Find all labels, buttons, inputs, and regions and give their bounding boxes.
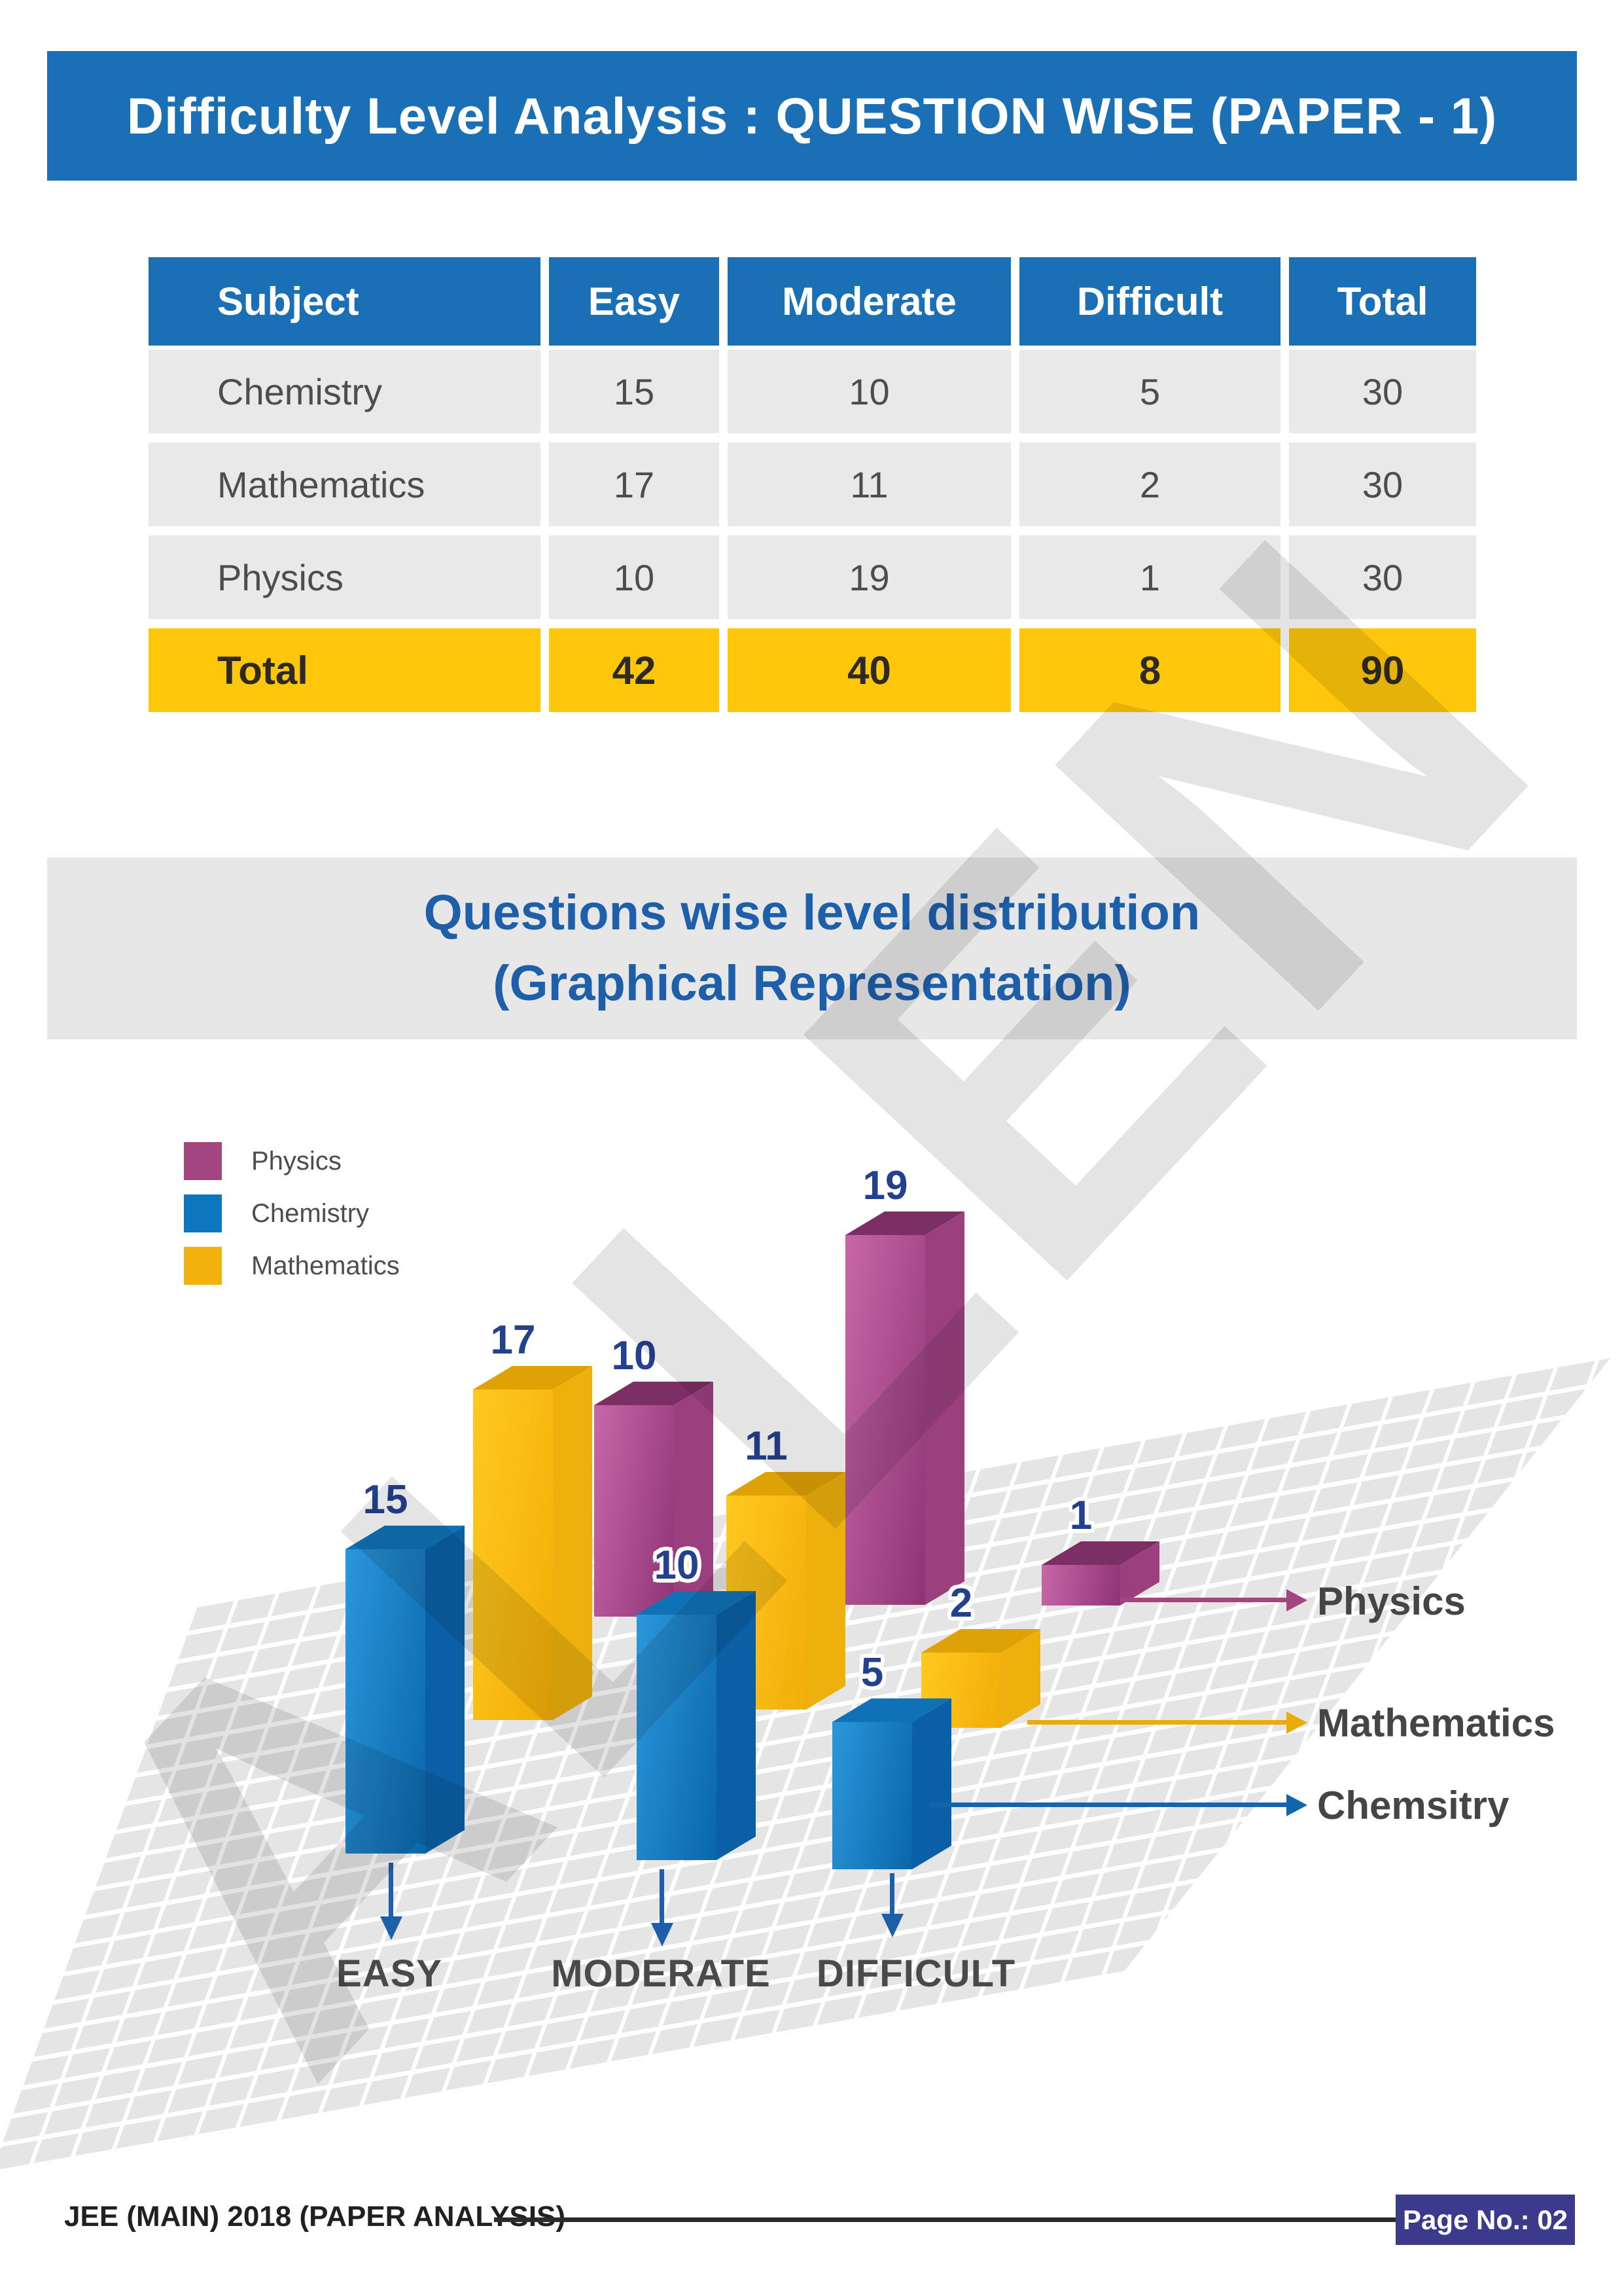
down-arrow-icon	[380, 1863, 402, 1940]
section-title-line1: Questions wise level distribution	[423, 885, 1201, 941]
cell-subject: Physics	[149, 535, 540, 619]
col-header-total: Total	[1289, 257, 1476, 346]
difficulty-table: Subject Easy Moderate Difficult Total Ch…	[149, 257, 1477, 721]
bar-chemistry-moderate: 10	[637, 1543, 756, 1860]
mathematics-swatch-icon	[184, 1247, 222, 1285]
table-row: Mathematics 17 11 2 30	[149, 442, 1477, 526]
bar-side-face	[553, 1365, 592, 1720]
bar-side-face	[716, 1590, 756, 1860]
legend-label: Chemistry	[251, 1198, 370, 1228]
bar-physics-easy: 10	[594, 1333, 713, 1617]
col-header-easy: Easy	[549, 257, 719, 346]
legend-item-physics: Physics	[184, 1142, 400, 1180]
bar-value-label: 1	[1069, 1493, 1093, 1538]
right-arrowhead-icon	[1286, 1793, 1307, 1816]
right-arrowhead-icon	[1286, 1588, 1307, 1611]
page-number-text: Page No.: 02	[1402, 2204, 1568, 2235]
footer-divider	[494, 2217, 1400, 2222]
cell-total-moderate: 40	[728, 628, 1011, 712]
down-arrow-icon	[881, 1873, 904, 1937]
bar-value-label: 19	[862, 1163, 908, 1208]
cell-difficult: 5	[1019, 350, 1280, 433]
down-arrowhead-icon	[380, 1916, 402, 1940]
bar-value-label: 2	[949, 1581, 973, 1626]
cell-subject: Mathematics	[149, 442, 540, 526]
bar-value-label: 10	[654, 1543, 699, 1588]
col-header-moderate: Moderate	[728, 257, 1011, 346]
bar-side-face	[806, 1471, 845, 1710]
cell-total-difficult: 8	[1019, 628, 1280, 712]
table-row: Physics 10 19 1 30	[149, 535, 1477, 619]
cell-subject: Chemistry	[149, 350, 540, 433]
cell-total: 30	[1289, 535, 1476, 619]
cell-difficult: 1	[1019, 535, 1280, 619]
bar-side-face	[425, 1525, 465, 1854]
bar-mathematics-easy: 17	[473, 1318, 592, 1720]
right-arrow-icon	[1027, 1711, 1307, 1734]
category-label-moderate: MODERATE	[551, 1952, 771, 1995]
page-title: Difficulty Level Analysis : QUESTION WIS…	[126, 86, 1498, 145]
row-label-mathematics: Mathematics	[1317, 1701, 1555, 1745]
bar-value-label: 17	[490, 1318, 536, 1363]
bar-value-label: 15	[362, 1477, 408, 1522]
bar-value-label: 5	[860, 1650, 884, 1695]
cell-moderate: 19	[728, 535, 1011, 619]
section-banner: Questions wise level distribution (Graph…	[47, 857, 1577, 1039]
legend-label: Physics	[251, 1146, 342, 1175]
cell-moderate: 11	[728, 442, 1011, 526]
cell-easy: 10	[549, 535, 719, 619]
footer-title: JEE (MAIN) 2018 (PAPER ANALYSIS)	[64, 2200, 566, 2233]
legend-item-mathematics: Mathematics	[184, 1247, 400, 1285]
table-row: Chemistry 15 10 5 30	[149, 350, 1477, 433]
chart-legend: Physics Chemistry Mathematics	[184, 1142, 400, 1299]
down-arrowhead-icon	[881, 1914, 904, 1937]
bar-physics-difficult: 1	[1042, 1493, 1159, 1605]
table-header-row: Subject Easy Moderate Difficult Total	[149, 257, 1477, 346]
chemistry-swatch-icon	[184, 1194, 222, 1232]
bar-chemistry-easy: 15	[345, 1477, 465, 1854]
bar-side-face	[925, 1211, 964, 1605]
category-label-difficult: DIFFICULT	[816, 1952, 1016, 1995]
bar-side-face	[912, 1698, 951, 1869]
row-label-physics: Physics	[1317, 1579, 1466, 1623]
legend-item-chemistry: Chemistry	[184, 1194, 400, 1232]
col-header-difficult: Difficult	[1019, 257, 1280, 346]
bar-chemistry-difficult: 5	[832, 1650, 951, 1869]
legend-label: Mathematics	[251, 1251, 400, 1280]
category-label-easy: EASY	[336, 1952, 442, 1995]
cell-total-easy: 42	[549, 628, 719, 712]
col-header-subject: Subject	[149, 257, 540, 346]
down-arrow-icon	[650, 1869, 673, 1946]
row-label-chemistry: Chemsitry	[1317, 1784, 1509, 1827]
bar-physics-moderate: 19	[845, 1163, 964, 1605]
cell-total-total: 90	[1289, 628, 1476, 712]
page-number-badge: Page No.: 02	[1396, 2195, 1575, 2245]
cell-total-label: Total	[149, 628, 540, 712]
right-arrow-icon	[1120, 1588, 1307, 1611]
cell-moderate: 10	[728, 350, 1011, 433]
bar-value-label: 10	[611, 1333, 657, 1378]
cell-easy: 17	[549, 442, 719, 526]
cell-total: 30	[1289, 442, 1476, 526]
section-title-line2: (Graphical Representation)	[493, 956, 1131, 1011]
cell-total: 30	[1289, 350, 1476, 433]
cell-difficult: 2	[1019, 442, 1280, 526]
physics-swatch-icon	[184, 1142, 222, 1180]
right-arrowhead-icon	[1286, 1711, 1307, 1734]
title-banner: Difficulty Level Analysis : QUESTION WIS…	[47, 51, 1577, 181]
bar-value-label: 11	[745, 1424, 788, 1469]
right-arrow-icon	[929, 1793, 1307, 1816]
table-total-row: Total 42 40 8 90	[149, 628, 1477, 712]
cell-easy: 15	[549, 350, 719, 433]
down-arrowhead-icon	[650, 1923, 673, 1946]
